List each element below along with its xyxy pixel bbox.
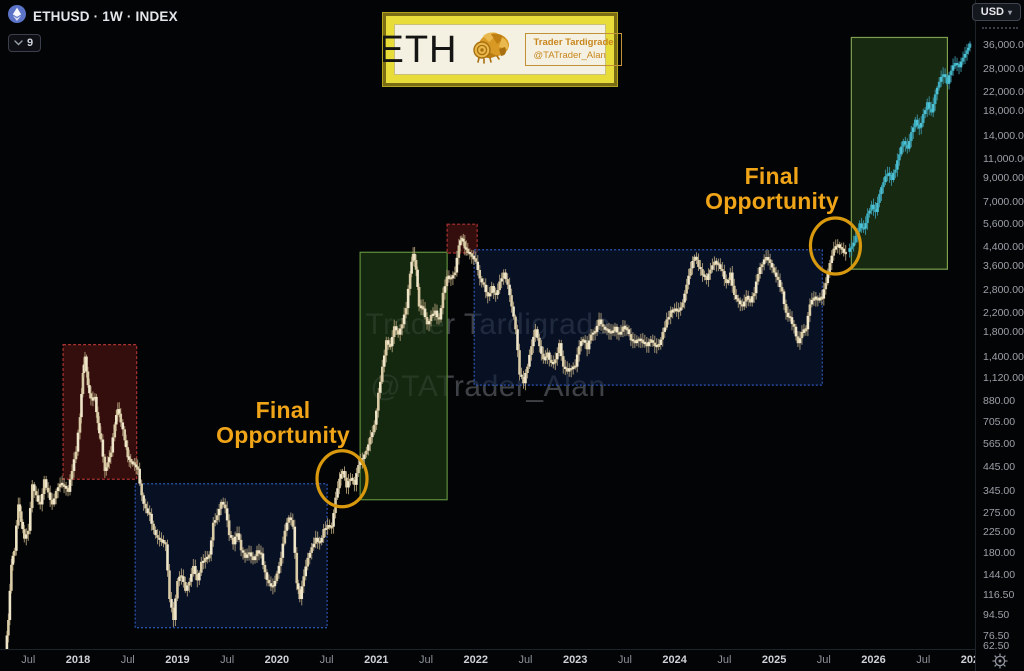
axis-settings-corner[interactable] xyxy=(976,650,1024,671)
candle-series-history xyxy=(5,233,847,649)
time-axis-year-label: 2025 xyxy=(761,654,787,666)
price-axis-label: 3,600.00 xyxy=(983,259,1024,272)
price-axis-label: 144.00 xyxy=(983,568,1016,581)
price-axis-label: 1,800.00 xyxy=(983,326,1024,339)
markup-box-2020-2021[interactable] xyxy=(359,251,448,501)
price-axis-label: 76.50 xyxy=(983,629,1010,642)
time-axis-month-label: Jul xyxy=(419,654,434,666)
chevron-down-icon xyxy=(14,40,23,46)
price-axis-label: 36,000.00 xyxy=(983,38,1024,51)
banner-ticker-text: ETH xyxy=(378,28,458,71)
candle-series-projection xyxy=(848,41,972,258)
drawings-count-toggle[interactable]: 9 xyxy=(8,34,42,52)
banner-brand-name: Trader Tardigrade xyxy=(533,37,614,49)
currency-selector[interactable]: USD ▾ xyxy=(971,3,1021,21)
gear-icon[interactable] xyxy=(992,652,1008,669)
hidden-value-placeholder xyxy=(982,27,1018,29)
chart-header: ETHUSD · 1W · INDEX 9 xyxy=(8,5,178,52)
price-axis-label: 275.00 xyxy=(983,506,1016,519)
callout-line2: Opportunity xyxy=(705,188,839,214)
banner-brand-box: Trader Tardigrade @TATrader_Alan xyxy=(525,33,622,66)
time-axis-year-label: 2021 xyxy=(364,654,389,666)
callout-line1: Final xyxy=(255,397,311,423)
time-axis-year-label: 2026 xyxy=(861,654,886,666)
price-axis-label: 565.00 xyxy=(983,437,1016,450)
price-axis-label: 225.00 xyxy=(983,526,1016,539)
price-axis-label: 18,000.00 xyxy=(983,105,1024,118)
price-axis-label: 345.00 xyxy=(983,485,1016,498)
time-axis[interactable]: Jul 2018 Jul 2019 Jul 2020 Jul 2021 Jul 2022 Jul 20… xyxy=(0,649,975,671)
price-axis-label: 4,400.00 xyxy=(983,240,1024,253)
price-axis-label: 180.00 xyxy=(983,547,1016,560)
price-axis-label: 2,200.00 xyxy=(983,307,1024,320)
callout-line1: Final xyxy=(744,163,800,189)
price-axis-label: 2,800.00 xyxy=(983,284,1024,297)
tardigrade-logo-icon xyxy=(469,29,513,70)
price-axis-label: 9,000.00 xyxy=(983,171,1024,184)
price-axis-label: 1,400.00 xyxy=(983,350,1024,363)
price-axis-label: 14,000.00 xyxy=(983,129,1024,142)
banner-brand-handle: @TATrader_Alan xyxy=(533,49,606,61)
price-axis-label: 1,120.00 xyxy=(983,371,1024,384)
accumulation-box-2018-2020[interactable] xyxy=(134,483,328,629)
time-axis-month-label: Jul xyxy=(220,654,235,666)
time-axis-year-label: 2020 xyxy=(264,654,290,666)
price-axis-label: 445.00 xyxy=(983,460,1016,473)
currency-value: USD xyxy=(980,6,1004,18)
final-opportunity-circle-2020[interactable] xyxy=(315,449,369,509)
final-opportunity-label-2025[interactable]: Final Opportunity xyxy=(705,164,839,214)
time-axis-year-label: 2024 xyxy=(662,654,687,666)
price-axis-label: 880.00 xyxy=(983,395,1016,408)
accumulation-box-2022-2025[interactable] xyxy=(473,249,823,386)
time-axis-month-label: Jul xyxy=(120,654,135,666)
symbol-row[interactable]: ETHUSD · 1W · INDEX xyxy=(8,5,178,28)
price-axis[interactable]: 36,000.00 28,000.00 22,000.00 18,000.00 14,0… xyxy=(975,0,1024,671)
final-opportunity-label-2020[interactable]: Final Opportunity xyxy=(216,398,350,448)
time-axis-month-label: Jul xyxy=(816,654,831,666)
symbol-title[interactable]: ETHUSD · 1W · INDEX xyxy=(33,9,178,24)
time-axis-year-label: 2018 xyxy=(65,654,91,666)
time-axis-month-label: Jul xyxy=(916,654,931,666)
drawings-count-value: 9 xyxy=(27,37,34,49)
price-axis-label: 5,600.00 xyxy=(983,217,1024,230)
final-opportunity-circle-2025[interactable] xyxy=(808,216,863,276)
time-axis-month-label: Jul xyxy=(518,654,533,666)
callout-line2: Opportunity xyxy=(216,422,350,448)
price-axis-label: 705.00 xyxy=(983,416,1016,429)
plot-area xyxy=(5,36,972,649)
chevron-down-icon: ▾ xyxy=(1007,7,1012,17)
time-axis-month-label: Jul xyxy=(21,654,36,666)
time-axis-year-label: 2019 xyxy=(165,654,190,666)
time-axis-year-label: 2027 xyxy=(960,654,975,666)
price-axis-label: 116.50 xyxy=(983,589,1015,602)
price-axis-label: 62.50 xyxy=(983,640,1010,652)
time-axis-month-label: Jul xyxy=(617,654,632,666)
eth-symbol-icon xyxy=(8,5,26,28)
price-axis-label: 7,000.00 xyxy=(983,196,1024,209)
time-axis-year-label: 2023 xyxy=(562,654,588,666)
price-axis-label: 11,000.00 xyxy=(983,152,1024,165)
price-axis-label: 94.50 xyxy=(983,609,1010,622)
brand-banner: ETH Trader Tardigrade @TATrader_Ala xyxy=(378,12,622,87)
time-axis-month-label: Jul xyxy=(319,654,334,666)
brand-banner-inner: ETH Trader Tardigrade @TATrader_Ala xyxy=(378,24,622,75)
time-axis-month-label: Jul xyxy=(717,654,732,666)
time-axis-year-label: 2022 xyxy=(463,654,488,666)
price-axis-label: 22,000.00 xyxy=(983,86,1024,99)
price-axis-label: 28,000.00 xyxy=(983,63,1024,76)
